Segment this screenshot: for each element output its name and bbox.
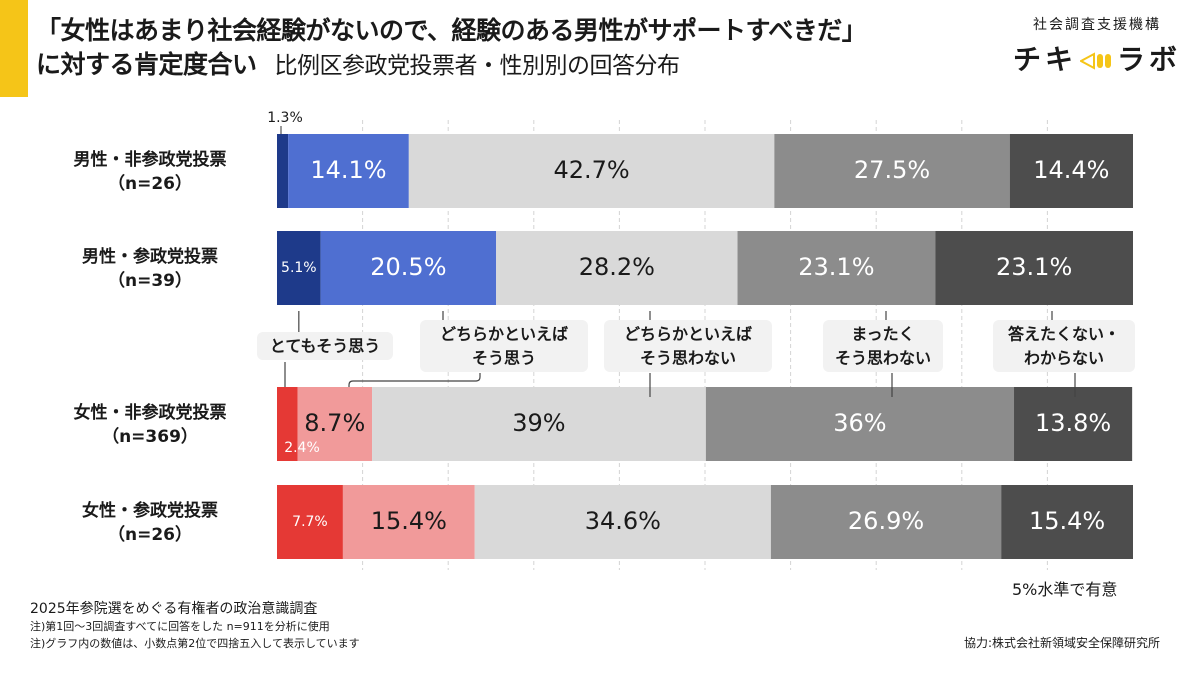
bar-group-1-segment-2	[288, 134, 409, 208]
footnote-source: 2025年参院選をめぐる有権者の政治意識調査	[30, 601, 318, 617]
data-label-4-2: 15.4%	[371, 507, 447, 535]
bar-group-3-segment-1	[277, 387, 298, 461]
bar-group-4-segment-1	[277, 485, 343, 559]
credit: 協力:株式会社新領域安全保障研究所	[963, 636, 1160, 650]
legend-callout-5-box	[993, 320, 1135, 372]
data-label-4-1: 7.7%	[292, 514, 328, 530]
chart-title: 「女性はあまり社会経験がないので、経験のある男性がサポートすべきだ」 に対する肯…	[36, 14, 867, 83]
footnote-rounding: 注)グラフ内の数値は、小数点第2位で四捨五入して表示しています	[30, 637, 360, 650]
bar-group-3-segment-3	[372, 387, 706, 461]
logo-mark-icon	[1078, 45, 1114, 78]
bar-group-2-n: （n=39）	[108, 270, 192, 291]
bar-group-3-segment-4	[705, 387, 1015, 461]
legend-callout-3-line-1: どちらかといえば	[624, 325, 752, 344]
bar-group-4-segment-4	[770, 485, 1002, 559]
data-label-3-1: 2.4%	[284, 440, 320, 456]
bar-group-1-segment-5	[1009, 134, 1133, 208]
data-label-3-2: 8.7%	[304, 409, 365, 437]
accent-bar	[0, 0, 28, 97]
data-label-1-5: 14.4%	[1033, 156, 1109, 184]
footnote-sample: 注)第1回〜3回調査すべてに回答をした n=911を分析に使用	[30, 620, 330, 633]
bar-group-1-n: （n=26）	[108, 173, 192, 194]
leader-bottom-2	[348, 373, 481, 387]
legend-callout-1-box	[257, 332, 393, 360]
legend-callout-4-line-1: まったく	[851, 325, 914, 344]
data-label-3-3: 39%	[512, 409, 565, 437]
bar-group-4-segment-5	[1001, 485, 1133, 559]
bar-group-2-segment-1	[277, 231, 321, 305]
legend-callout-2-box	[420, 320, 588, 372]
bar-group-2-segment-4	[737, 231, 936, 305]
bar-group-2-label: 男性・参政党投票	[82, 246, 218, 267]
data-label-4-3: 34.6%	[585, 507, 661, 535]
legend-callout-3-line-2: そう思わない	[640, 349, 736, 368]
data-label-2-1: 5.1%	[281, 260, 317, 276]
title-line2-row: に対する肯定度合い 比例区参政党投票者・性別別の回答分布	[36, 48, 866, 83]
bar-group-4-segment-3	[474, 485, 771, 559]
logo-right: ラボ	[1117, 43, 1182, 76]
bar-group-4-n: （n=26）	[108, 524, 192, 545]
legend-callout-5-line-2: わからない	[1024, 349, 1104, 368]
bar-group-2-segment-5	[935, 231, 1133, 305]
data-label-3-5: 13.8%	[1035, 409, 1111, 437]
data-label-1-1: 1.3%	[267, 110, 303, 126]
bar-group-1-segment-4	[774, 134, 1010, 208]
legend-callout-4-line-2: そう思わない	[835, 349, 931, 368]
legend-callout-4-box	[823, 320, 943, 372]
bar-group-1-segment-3	[408, 134, 775, 208]
bar-group-2-segment-3	[496, 231, 738, 305]
legend-callout-1-line-1: とてもそう思う	[270, 337, 380, 356]
data-label-2-3: 28.2%	[579, 253, 655, 281]
legend-callout-3-box	[604, 320, 772, 372]
data-label-2-5: 23.1%	[996, 253, 1072, 281]
bar-group-3-n: （n=369）	[102, 426, 198, 447]
bar-group-1-segment-1	[277, 134, 289, 208]
bar-group-4-segment-2	[342, 485, 475, 559]
bar-group-2-segment-2	[320, 231, 497, 305]
logo: 社会調査支援機構 チキ ラボ	[1012, 14, 1182, 78]
data-label-3-4: 36%	[833, 409, 886, 437]
title-line2: に対する肯定度合い	[36, 50, 257, 79]
stacked-bar-chart: 男性・非参政党投票 （n=26） 男性・参政党投票 （n=39） 女性・非参政党投票 （n…	[74, 110, 1135, 570]
data-label-1-4: 27.5%	[854, 156, 930, 184]
bar-group-4-label: 女性・参政党投票	[82, 500, 218, 521]
legend-callout-2-line-1: どちらかといえば	[440, 325, 568, 344]
data-label-2-4: 23.1%	[798, 253, 874, 281]
data-label-1-3: 42.7%	[553, 156, 629, 184]
logo-org: 社会調査支援機構	[1033, 17, 1161, 33]
legend-callout-2-line-2: そう思う	[472, 349, 536, 368]
logo-left: チキ	[1012, 43, 1077, 76]
bar-group-3-label: 女性・非参政党投票	[74, 402, 227, 423]
data-label-1-2: 14.1%	[310, 156, 386, 184]
significance-note: 5%水準で有意	[1012, 580, 1118, 599]
bar-group-1-label: 男性・非参政党投票	[74, 149, 227, 170]
chart-subtitle: 比例区参政党投票者・性別別の回答分布	[274, 53, 681, 79]
data-label-4-4: 26.9%	[848, 507, 924, 535]
logo-wordmark: チキ ラボ	[1012, 38, 1182, 78]
footnotes: 2025年参院選をめぐる有権者の政治意識調査 注)第1回〜3回調査すべてに回答を…	[30, 601, 360, 652]
data-label-2-2: 20.5%	[370, 253, 446, 281]
bar-group-3-segment-2	[297, 387, 373, 461]
data-label-4-5: 15.4%	[1029, 507, 1105, 535]
bar-group-3-segment-5	[1014, 387, 1133, 461]
legend-callout-5-line-1: 答えたくない・	[1008, 325, 1120, 344]
title-line1: 「女性はあまり社会経験がないので、経験のある男性がサポートすべきだ」	[36, 16, 867, 45]
